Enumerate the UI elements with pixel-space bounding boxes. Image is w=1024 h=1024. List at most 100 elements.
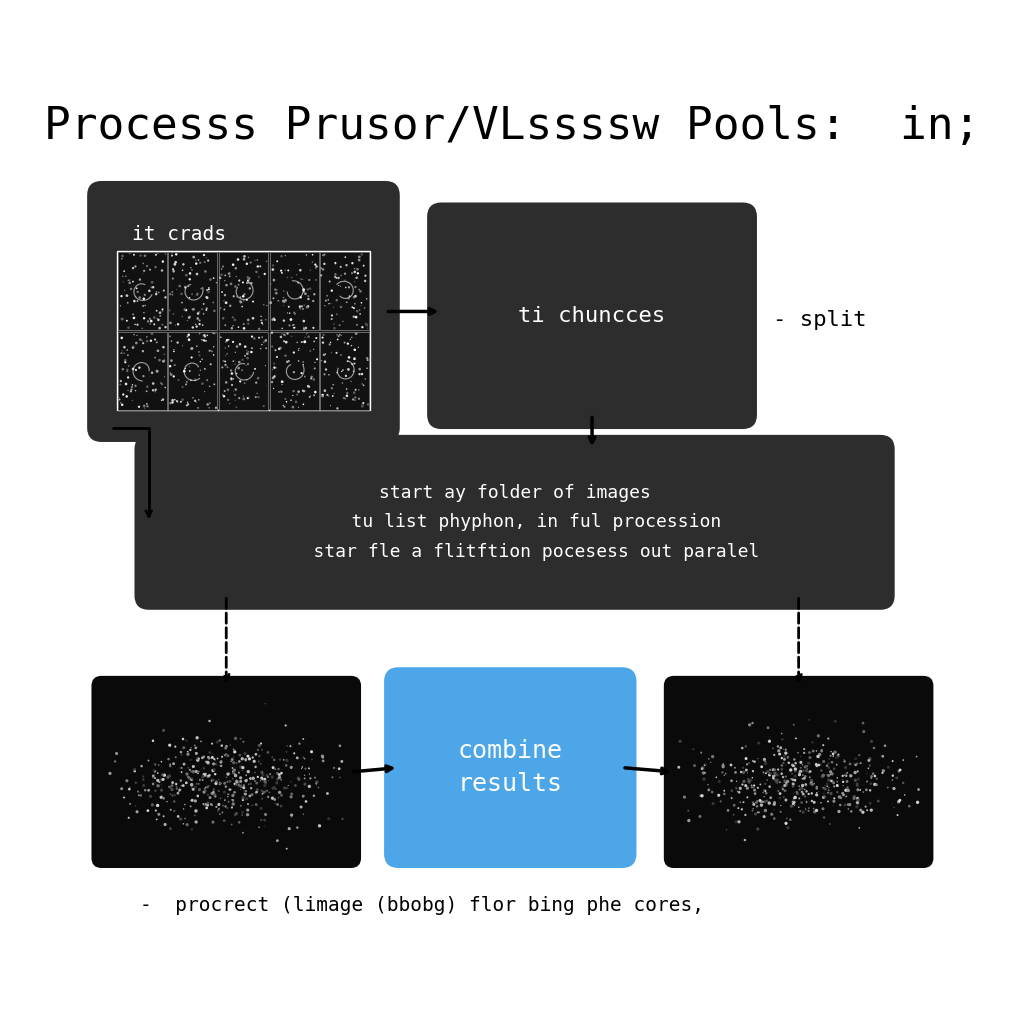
Point [798, 801, 814, 817]
Point [125, 339, 141, 355]
Point [785, 792, 802, 808]
Point [159, 794, 175, 810]
Point [323, 334, 339, 350]
Point [133, 758, 150, 774]
Point [228, 289, 245, 305]
Point [762, 762, 778, 778]
Text: combine
results: combine results [458, 739, 563, 797]
Point [764, 806, 780, 822]
Point [314, 748, 331, 764]
Point [280, 305, 296, 322]
Point [237, 286, 253, 302]
Point [287, 306, 303, 323]
Point [808, 756, 824, 772]
Point [860, 760, 877, 776]
Point [213, 775, 229, 792]
Point [295, 382, 311, 398]
Point [855, 783, 871, 800]
Point [150, 772, 166, 788]
Point [204, 750, 220, 766]
Point [291, 352, 307, 369]
Point [855, 715, 871, 731]
Point [773, 761, 790, 777]
Point [745, 797, 762, 813]
Point [274, 374, 291, 390]
Point [127, 382, 143, 398]
Point [122, 779, 138, 796]
Point [194, 301, 210, 317]
Point [316, 382, 333, 398]
Point [825, 748, 842, 764]
Point [834, 790, 850, 806]
Point [240, 807, 256, 823]
Point [188, 814, 205, 830]
Point [744, 763, 761, 779]
Point [303, 743, 319, 760]
Point [152, 307, 168, 324]
Point [118, 376, 134, 392]
Point [188, 775, 205, 792]
Point [238, 772, 254, 788]
Point [125, 273, 141, 290]
Point [811, 757, 827, 773]
Point [234, 274, 251, 291]
Point [339, 388, 355, 404]
Point [227, 279, 244, 295]
Point [190, 751, 207, 767]
Point [196, 333, 212, 349]
Point [306, 360, 323, 377]
Point [891, 794, 907, 810]
Point [217, 356, 233, 373]
Point [881, 759, 897, 775]
Point [352, 306, 369, 323]
Point [785, 776, 802, 793]
Point [169, 282, 185, 298]
Point [694, 760, 711, 776]
Point [198, 782, 214, 799]
Point [168, 749, 184, 765]
Point [153, 790, 169, 806]
Point [135, 771, 152, 787]
Point [295, 731, 311, 748]
Point [232, 773, 249, 790]
Point [777, 741, 794, 758]
Point [209, 734, 225, 751]
Point [769, 767, 785, 783]
Point [774, 779, 791, 796]
Point [734, 740, 751, 757]
Point [253, 308, 269, 325]
Point [781, 755, 798, 771]
Point [216, 388, 232, 404]
Point [223, 372, 240, 388]
Point [849, 799, 865, 815]
Point [240, 748, 256, 764]
Point [735, 760, 752, 776]
Point [694, 761, 711, 777]
Point [252, 258, 268, 274]
Point [224, 763, 241, 779]
Point [314, 387, 331, 403]
Point [156, 283, 172, 299]
Point [317, 361, 334, 378]
Point [240, 272, 256, 289]
Point [120, 781, 136, 798]
Point [285, 399, 301, 416]
Point [298, 794, 314, 810]
Point [868, 776, 885, 793]
Point [224, 760, 241, 776]
Point [316, 383, 333, 399]
Point [341, 288, 357, 304]
Point [273, 264, 290, 281]
Point [761, 733, 777, 750]
Point [101, 765, 118, 781]
Point [154, 776, 170, 793]
Point [283, 759, 299, 775]
Point [196, 783, 212, 800]
Point [124, 379, 140, 395]
Point [820, 779, 837, 796]
Point [201, 769, 217, 785]
Point [271, 341, 288, 357]
Point [782, 771, 799, 787]
Point [359, 352, 376, 369]
Point [164, 394, 180, 411]
